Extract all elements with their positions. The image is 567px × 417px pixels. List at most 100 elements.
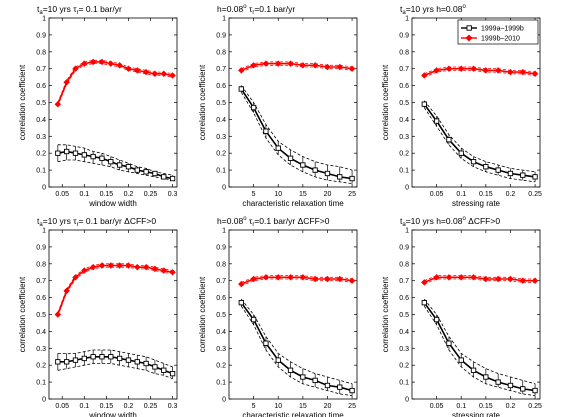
y-tick-label: 0.7 xyxy=(36,66,46,73)
data-point-square xyxy=(275,357,281,363)
panel-title: ta=10 yrs h=0.08o ΔCFF>0 xyxy=(400,216,500,228)
title-sup: o xyxy=(462,4,466,10)
title-dcff: ΔCFF>0 xyxy=(122,216,157,226)
y-tick-label: 0.1 xyxy=(399,168,409,175)
data-point-square xyxy=(134,359,140,365)
x-tick-label: 0.05 xyxy=(430,191,444,198)
data-point-diamond xyxy=(421,279,428,286)
data-point-diamond xyxy=(107,60,115,67)
lower-bound-line xyxy=(240,92,353,184)
data-point-square xyxy=(99,155,105,161)
title-tau: τ xyxy=(71,4,77,14)
data-point-diamond xyxy=(494,67,502,74)
title-sub: r xyxy=(77,222,79,228)
y-tick-label: 0.4 xyxy=(36,117,46,124)
data-point-diamond xyxy=(151,265,159,273)
data-point-square xyxy=(300,162,306,168)
y-tick-label: 1 xyxy=(222,16,226,23)
series-black xyxy=(55,349,176,380)
y-tick-label: 0 xyxy=(42,185,46,192)
title-text: h=0.08 xyxy=(217,4,244,14)
y-tick-label: 0.9 xyxy=(36,244,46,251)
data-point-diamond xyxy=(98,58,106,66)
series-line xyxy=(423,103,536,178)
data-point-diamond xyxy=(531,277,539,284)
series-red xyxy=(238,274,356,288)
data-point-diamond xyxy=(89,263,97,271)
x-tick-label: 0.2 xyxy=(124,191,134,198)
y-tick-label: 0.5 xyxy=(216,100,226,107)
x-tick-label: 20 xyxy=(324,191,332,198)
data-point-square xyxy=(72,357,79,363)
series-line xyxy=(423,276,536,284)
data-point-square xyxy=(263,128,269,134)
axes-box xyxy=(48,229,178,400)
upper-bound-line xyxy=(57,263,173,313)
data-point-diamond xyxy=(348,277,356,284)
y-tick-label: 0.7 xyxy=(36,278,46,285)
data-point-diamond xyxy=(160,70,167,77)
data-point-diamond xyxy=(470,274,477,281)
data-point-square xyxy=(458,357,464,363)
data-point-diamond xyxy=(54,100,62,108)
data-point-square xyxy=(275,145,281,151)
data-point-diamond xyxy=(311,62,319,69)
title-sub: a xyxy=(402,222,406,228)
data-point-square xyxy=(116,162,123,168)
data-point-square xyxy=(90,153,96,160)
x-axis-label: characteristic relaxation time xyxy=(242,411,344,417)
data-point-diamond xyxy=(482,67,490,74)
data-point-diamond xyxy=(262,274,270,281)
title-sup: o xyxy=(243,216,247,222)
data-point-square xyxy=(81,355,87,362)
legend-box xyxy=(457,19,539,45)
lower-bound-line xyxy=(57,159,173,181)
data-point-square xyxy=(507,170,514,177)
data-point-diamond xyxy=(116,62,123,69)
data-point-diamond xyxy=(250,62,257,69)
title-sub: a xyxy=(39,10,43,16)
title-text: h=0.08 xyxy=(434,216,463,226)
x-tick-label: 0.2 xyxy=(506,191,516,198)
data-point-square xyxy=(520,172,526,178)
x-tick-label: 0.1 xyxy=(79,403,89,410)
y-tick-label: 0.6 xyxy=(216,83,226,90)
series-red xyxy=(421,274,539,286)
series-black xyxy=(238,85,355,184)
y-tick-label: 0.4 xyxy=(399,329,409,336)
series-red xyxy=(421,65,539,79)
data-point-diamond xyxy=(494,275,502,283)
x-tick-label: 0.15 xyxy=(100,191,114,198)
upper-bound-line xyxy=(241,61,353,70)
series-line xyxy=(240,62,353,72)
panel-title: h=0.08o τr=0.1 bar/yr ΔCFF>0 xyxy=(217,216,330,228)
data-point-square xyxy=(421,101,427,107)
data-point-diamond xyxy=(275,274,282,281)
y-tick-label: 0.6 xyxy=(399,295,409,302)
x-tick-label: 0.15 xyxy=(100,403,114,410)
data-point-square xyxy=(55,359,61,365)
data-point-square xyxy=(507,382,514,389)
x-axis-label: characteristic relaxation time xyxy=(242,199,344,208)
y-tick-label: 0.4 xyxy=(216,329,226,336)
panel-title: h=0.08o τr=0.1 bar/yr xyxy=(217,4,295,16)
data-point-square xyxy=(495,167,501,173)
upper-bound-line xyxy=(423,100,536,173)
data-point-square xyxy=(64,359,70,365)
data-point-square xyxy=(125,164,132,170)
y-tick-label: 0.8 xyxy=(399,261,409,268)
data-point-square xyxy=(55,150,61,156)
legend-marker-square xyxy=(466,25,472,31)
y-tick-label: 0.6 xyxy=(399,83,409,90)
title-ta: t xyxy=(400,4,403,14)
data-point-square xyxy=(532,174,538,180)
y-tick-label: 1 xyxy=(222,228,226,235)
title-ta: t xyxy=(37,216,40,226)
data-point-diamond xyxy=(134,67,141,74)
data-point-diamond xyxy=(470,65,477,72)
data-point-diamond xyxy=(324,275,331,283)
y-tick-label: 0.8 xyxy=(36,49,46,56)
title-text: =10 yrs xyxy=(406,216,434,226)
y-tick-label: 1 xyxy=(42,16,46,23)
panel-title: ta=10 yrs τr= 0.1 bar/yr xyxy=(37,4,122,16)
